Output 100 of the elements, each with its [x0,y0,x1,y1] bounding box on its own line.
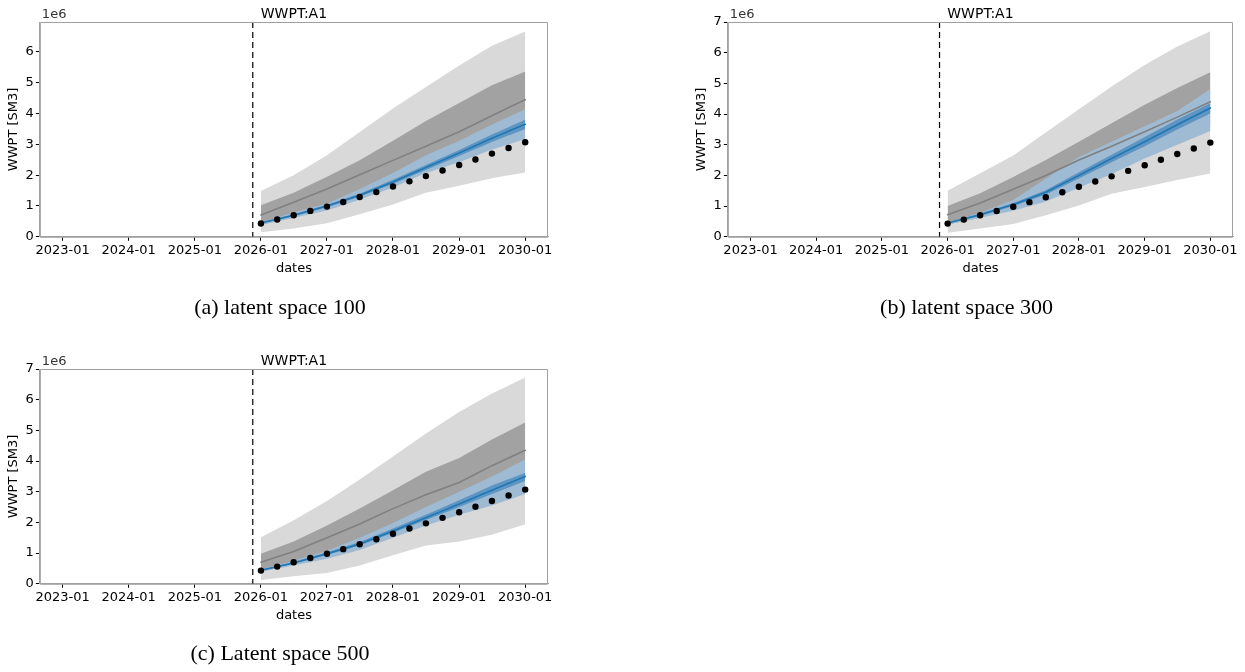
point [1059,189,1066,196]
y-tick-label: 4 [25,452,34,468]
point [1190,145,1197,152]
y-tick-label: 3 [25,483,34,499]
text: (b) latent space 300 [879,294,1054,320]
point [422,172,430,180]
x-tick-label: 2029-01 [1117,241,1172,257]
point [1174,150,1181,158]
point [944,220,951,227]
text: (c) Latent space 500 [189,640,371,666]
point [1092,178,1099,185]
y-tick-label: 5 [713,74,722,90]
x-tick-label: 2025-01 [167,241,223,257]
text: 1e6 [41,352,67,368]
text: 1e6 [41,5,67,21]
point [1141,162,1148,169]
point [1157,156,1165,163]
x-tick-label: 2024-01 [101,588,156,604]
chart-title: WWPT:A1 [260,351,328,368]
x-tick-label: 2024-01 [101,241,156,257]
point [323,203,331,210]
point [1124,167,1132,175]
y-tick-label: 0 [25,575,34,591]
point [356,541,363,548]
x-tick-label: 2030-01 [498,588,553,604]
x-tick-label: 2029-01 [432,588,487,604]
y-tick-label: 5 [25,421,34,437]
y-tick-label: 1 [25,544,34,560]
point [406,178,413,185]
point [406,525,413,532]
y-tick-label: 2 [25,166,34,182]
point [389,530,397,537]
y-tick-label: 6 [25,43,34,59]
point [505,492,512,499]
x-tick-label: 2026-01 [233,588,289,604]
point [488,497,496,505]
point [505,144,512,152]
point [439,514,446,522]
point [1042,194,1049,201]
y-tick-label: 7 [25,360,34,376]
y-tick-label: 0 [25,228,34,244]
x-axis-title: dates [275,259,313,275]
x-tick-label: 2028-01 [365,588,421,604]
chart-title: WWPT:A1 [947,4,1014,21]
y-tick-label: 2 [713,166,722,182]
point [1075,183,1083,190]
point [257,567,265,574]
point [472,156,479,163]
x-tick-label: 2023-01 [35,241,90,257]
point [373,188,380,196]
x-tick-label: 2028-01 [365,241,421,257]
point [522,486,529,493]
x-axis-title: dates [962,259,999,275]
point [340,545,347,553]
x-tick-label: 2023-01 [35,588,90,604]
x-tick-label: 2027-01 [299,588,355,604]
x-tick-label: 2027-01 [986,241,1041,257]
x-tick-label: 2026-01 [233,241,289,257]
y-tick-label: 5 [25,74,34,90]
point [373,536,380,543]
y-tick-label: 3 [25,135,34,151]
point [356,193,363,201]
y-axis-title: WWPT [SM3] [693,87,709,172]
point [960,216,967,223]
x-tick-label: 2025-01 [854,241,910,257]
y-tick-label: 1 [25,197,34,213]
x-tick-label: 2026-01 [920,241,975,257]
y-tick-label: 4 [713,105,722,121]
y-tick-label: 1 [713,197,722,213]
point [274,563,281,570]
y-axis-title: WWPT [SM3] [5,434,21,519]
y-tick-label: 0 [713,228,722,244]
x-tick-label: 2025-01 [167,588,223,604]
x-tick-label: 2027-01 [299,241,355,257]
y-tick-label: 6 [713,44,722,60]
text: 1e6 [729,5,755,21]
point [472,503,479,510]
point [290,212,297,219]
point [976,212,984,219]
x-tick-label: 2030-01 [1183,241,1238,257]
x-axis-title: dates [275,606,313,622]
x-tick-label: 2024-01 [789,241,844,257]
point [323,550,331,557]
text: (a) latent space 100 [193,294,367,320]
point [455,161,463,169]
point [422,520,430,527]
point [1207,139,1214,146]
point [274,216,281,223]
point [455,509,463,516]
point [340,198,347,206]
point [307,554,314,562]
x-tick-label: 2030-01 [498,241,553,257]
point [389,183,397,190]
y-axis-title: WWPT [SM3] [5,87,21,172]
y-tick-label: 7 [713,13,722,29]
point [290,559,297,566]
x-tick-label: 2023-01 [723,241,778,257]
y-tick-label: 6 [25,391,34,407]
y-tick-label: 4 [25,104,34,120]
point [1010,203,1017,210]
